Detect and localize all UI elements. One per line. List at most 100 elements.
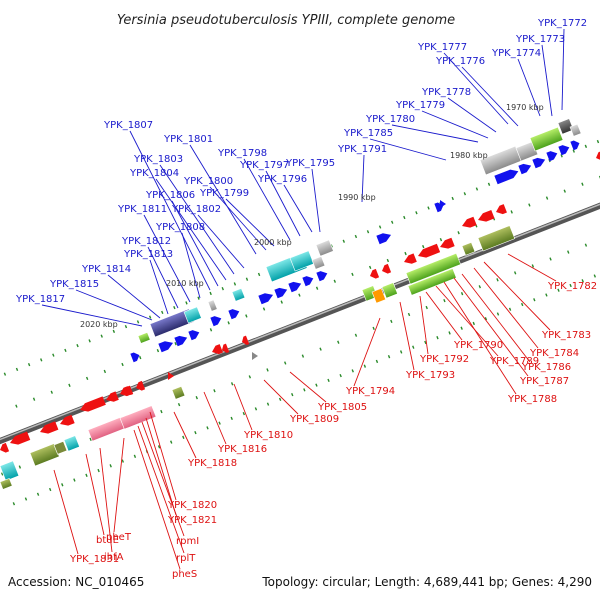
guide-tick-outer (403, 215, 406, 220)
guide-tick-outer (3, 372, 7, 376)
guide-tick-reverse (301, 354, 305, 358)
guide-tick-outer (52, 353, 55, 357)
reverse-label-line-8 (425, 291, 463, 341)
feature-block-26 (53, 440, 68, 455)
guide-tick-outer (378, 225, 382, 229)
guide-tick-reverse (443, 298, 446, 303)
guide-tick-forward (563, 189, 566, 193)
reverse-gene-arrow-6 (440, 237, 455, 249)
reverse-gene-label: YPK_1820 (167, 500, 217, 511)
guide-tick-reverse (337, 340, 340, 344)
guide-tick-outer (112, 329, 116, 334)
guide-tick-reverse (266, 368, 269, 372)
reverse-gene-label: YPK_1818 (187, 458, 237, 469)
reverse-gene-label: YPK_1786 (521, 362, 571, 373)
guide-tick-reverse (425, 305, 428, 310)
guide-tick-reverse (177, 402, 181, 407)
guide-tick-outer (560, 154, 563, 158)
feature-block-16 (407, 268, 457, 296)
feature-block-14 (137, 331, 151, 344)
forward-label-line-18 (197, 214, 245, 269)
feature-block-28 (0, 460, 20, 482)
forward-label-line-16 (209, 186, 267, 251)
reverse-label-line-20 (137, 425, 185, 554)
forward-gene-label: YPK_1814 (81, 264, 131, 275)
guide-tick-forward (298, 293, 301, 297)
guide-tick-inner (230, 416, 233, 421)
forward-gene-arrow-6 (570, 140, 580, 151)
guide-tick-forward (315, 286, 319, 290)
guide-tick-inner (424, 340, 427, 345)
forward-gene-arrow-18 (188, 330, 200, 341)
forward-gene-label: YPK_1807 (103, 120, 153, 131)
guide-tick-reverse (213, 389, 216, 393)
guide-tick-forward (50, 390, 53, 394)
reverse-gene-label: rpmI (176, 536, 199, 547)
feature-block-29 (0, 477, 13, 490)
forward-gene-label: YPK_1773 (515, 34, 565, 45)
reverse-gene-label: pheT (106, 532, 132, 543)
reverse-gene-label: YPK_1788 (507, 394, 557, 405)
guide-tick-outer (197, 296, 200, 300)
guide-tick-inner (412, 345, 415, 349)
guide-tick-forward (85, 376, 89, 381)
forward-gene-arrow-13 (316, 271, 328, 282)
forward-gene-label: YPK_1804 (129, 168, 179, 179)
feature-block-23 (87, 416, 127, 442)
guide-tick-reverse (18, 465, 22, 469)
guide-tick-outer (27, 362, 31, 367)
feature-block-4 (557, 118, 574, 135)
feature-block-8 (315, 239, 334, 257)
reverse-gene-small-1 (168, 372, 174, 380)
guide-tick-outer (354, 234, 358, 239)
forward-gene-arrow-8 (376, 233, 392, 245)
forward-label-line-3 (517, 58, 541, 117)
reverse-label-line-9 (419, 295, 429, 355)
guide-tick-forward (368, 265, 372, 270)
forward-gene-label: YPK_1776 (435, 56, 485, 67)
reverse-gene-arrow-2 (462, 216, 477, 228)
forward-label-line-23 (181, 232, 201, 299)
reverse-gene-arrow-12 (242, 335, 250, 345)
guide-tick-outer (221, 287, 224, 291)
label-line-layer (41, 28, 565, 570)
kbp-tick-label: 2010 kbp (166, 279, 204, 288)
guide-tick-outer (342, 239, 345, 243)
forward-label-line-20 (155, 178, 227, 281)
reverse-gene-label: YPK_1809 (289, 414, 339, 425)
feature-block-24 (119, 405, 157, 430)
guide-tick-forward (209, 328, 213, 332)
guide-tick-forward (68, 383, 71, 387)
forward-gene-arrow-12 (302, 276, 314, 287)
forward-label-line-12 (283, 184, 313, 233)
forward-gene-label: YPK_1806 (145, 190, 195, 201)
forward-label-line-29 (41, 304, 143, 327)
reverse-gene-arrow-5 (418, 243, 441, 258)
guide-tick-forward (386, 258, 390, 263)
guide-tick-inner (520, 302, 524, 307)
reverse-gene-label: ihfA (104, 552, 124, 563)
reverse-gene-label: YPK_1794 (345, 386, 395, 397)
forward-gene-label: YPK_1801 (163, 134, 213, 145)
guide-tick-inner (218, 421, 221, 425)
feature-block-11 (207, 299, 218, 312)
forward-gene-arrow-2 (518, 163, 532, 175)
gene-label-layer: YPK_1772 YPK_1773 YPK_1774 YPK_1777 YPK_1776… (15, 18, 597, 580)
reverse-gene-label: YPK_1782 (547, 281, 597, 292)
reverse-gene-arrow-13 (80, 396, 106, 412)
forward-label-line-13 (265, 170, 301, 237)
feature-block-21 (381, 282, 398, 299)
forward-gene-label: YPK_1815 (49, 279, 99, 290)
guide-tick-reverse (478, 285, 481, 289)
forward-label-line-25 (147, 246, 179, 309)
forward-label-line-7 (421, 110, 489, 139)
guide-tick-inner (387, 355, 391, 359)
reverse-gene-arrow-9 (382, 263, 392, 274)
forward-gene-label: YPK_1791 (337, 144, 387, 155)
guide-tick-inner (254, 407, 258, 411)
forward-gene-arrow-11 (288, 281, 302, 293)
reverse-gene-label: btuE (96, 535, 119, 546)
forward-gene-label: YPK_1803 (133, 154, 183, 165)
guide-tick-outer (40, 358, 43, 362)
guide-tick-forward (351, 272, 354, 276)
